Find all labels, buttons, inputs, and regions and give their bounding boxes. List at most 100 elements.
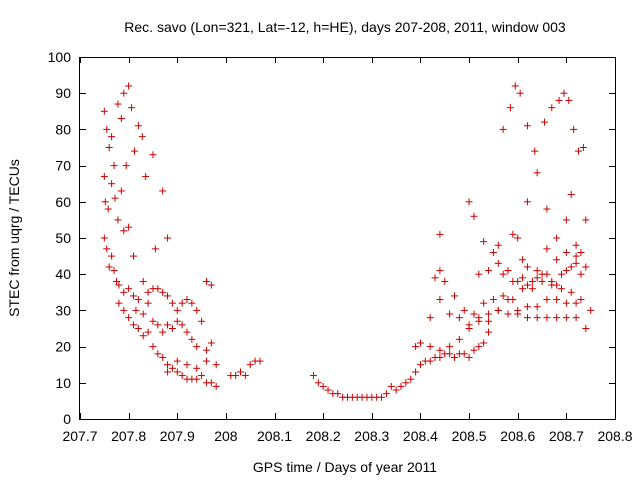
data-series bbox=[100, 82, 595, 401]
data-point bbox=[237, 368, 244, 376]
data-point bbox=[154, 321, 162, 329]
data-point bbox=[193, 306, 201, 314]
data-point bbox=[579, 144, 587, 151]
data-point bbox=[111, 194, 119, 202]
data-point bbox=[523, 263, 531, 271]
data-point bbox=[475, 314, 483, 322]
data-point bbox=[149, 151, 157, 159]
data-point bbox=[558, 270, 565, 278]
data-point bbox=[202, 357, 210, 365]
data-point bbox=[173, 306, 181, 314]
data-point bbox=[412, 343, 420, 351]
plot-frame bbox=[79, 57, 616, 420]
data-point bbox=[465, 198, 473, 206]
data-point bbox=[159, 187, 167, 195]
data-point bbox=[499, 125, 507, 133]
data-point bbox=[144, 328, 152, 336]
data-point bbox=[543, 314, 551, 322]
data-point bbox=[455, 335, 463, 343]
data-point bbox=[104, 205, 112, 213]
x-tick-label: 208 bbox=[214, 428, 238, 444]
data-point bbox=[117, 187, 125, 195]
data-point bbox=[100, 234, 108, 242]
data-point bbox=[144, 288, 152, 296]
data-point bbox=[207, 379, 215, 387]
data-point bbox=[193, 364, 201, 372]
data-point bbox=[514, 234, 522, 242]
data-point bbox=[100, 107, 108, 115]
data-point bbox=[426, 314, 434, 322]
data-point bbox=[178, 372, 186, 380]
data-point bbox=[108, 180, 116, 188]
chart-title: Rec. savo (Lon=321, Lat=-12, h=HE), days… bbox=[124, 19, 566, 35]
data-point bbox=[436, 267, 444, 275]
data-point bbox=[451, 292, 458, 300]
data-point bbox=[582, 325, 590, 332]
data-point bbox=[509, 230, 517, 238]
data-point bbox=[173, 368, 181, 376]
data-point bbox=[159, 353, 167, 361]
data-point bbox=[562, 299, 570, 307]
y-axis: 0 10 20 30 40 50 60 70 80 90 100 bbox=[48, 49, 615, 427]
data-point bbox=[202, 346, 210, 354]
data-point bbox=[108, 133, 116, 141]
data-point bbox=[577, 270, 585, 278]
data-point bbox=[582, 263, 590, 271]
data-point bbox=[130, 321, 137, 329]
data-point bbox=[562, 267, 570, 275]
data-point bbox=[475, 270, 483, 278]
data-point bbox=[207, 281, 215, 289]
y-axis-label: STEC from uqrg / TECUs bbox=[6, 159, 22, 317]
data-point bbox=[164, 292, 172, 300]
data-point bbox=[572, 259, 580, 267]
data-point bbox=[212, 382, 220, 390]
data-point bbox=[470, 212, 478, 220]
data-point bbox=[144, 299, 152, 307]
data-point bbox=[548, 104, 556, 112]
data-point bbox=[562, 248, 570, 256]
x-tick-label: 208.4 bbox=[403, 428, 438, 444]
x-tick-label: 208.8 bbox=[597, 428, 632, 444]
data-point bbox=[426, 357, 434, 365]
data-point bbox=[485, 317, 493, 325]
data-point bbox=[110, 162, 118, 170]
data-point bbox=[110, 267, 118, 275]
data-point bbox=[207, 339, 215, 347]
data-point bbox=[402, 379, 410, 387]
data-point bbox=[309, 372, 317, 380]
x-tick-label: 208.1 bbox=[257, 428, 292, 444]
y-tick-label: 30 bbox=[55, 302, 71, 318]
data-point bbox=[480, 299, 488, 307]
data-point bbox=[246, 361, 254, 369]
data-point bbox=[543, 270, 551, 278]
data-point bbox=[523, 314, 531, 322]
data-point bbox=[514, 310, 522, 318]
data-point bbox=[509, 296, 517, 304]
data-point bbox=[173, 357, 181, 365]
data-point bbox=[159, 288, 167, 296]
data-point bbox=[212, 361, 220, 369]
data-point bbox=[567, 191, 575, 199]
data-point bbox=[533, 303, 541, 311]
data-point bbox=[553, 256, 561, 264]
data-point bbox=[587, 306, 595, 314]
data-point bbox=[548, 277, 556, 285]
data-point bbox=[446, 343, 454, 351]
data-point bbox=[465, 353, 473, 361]
data-point bbox=[511, 82, 519, 90]
data-point bbox=[485, 328, 493, 336]
data-point bbox=[506, 104, 514, 112]
data-point bbox=[105, 263, 113, 271]
data-point bbox=[112, 277, 120, 285]
data-point bbox=[436, 230, 444, 238]
data-point bbox=[494, 306, 502, 314]
data-point bbox=[489, 296, 497, 304]
data-point bbox=[470, 346, 478, 354]
data-point bbox=[543, 205, 551, 213]
data-point bbox=[455, 314, 463, 322]
data-point bbox=[577, 296, 585, 304]
data-point bbox=[122, 162, 130, 170]
data-point bbox=[130, 292, 137, 300]
y-tick-label: 20 bbox=[55, 339, 71, 355]
data-point bbox=[567, 263, 575, 271]
